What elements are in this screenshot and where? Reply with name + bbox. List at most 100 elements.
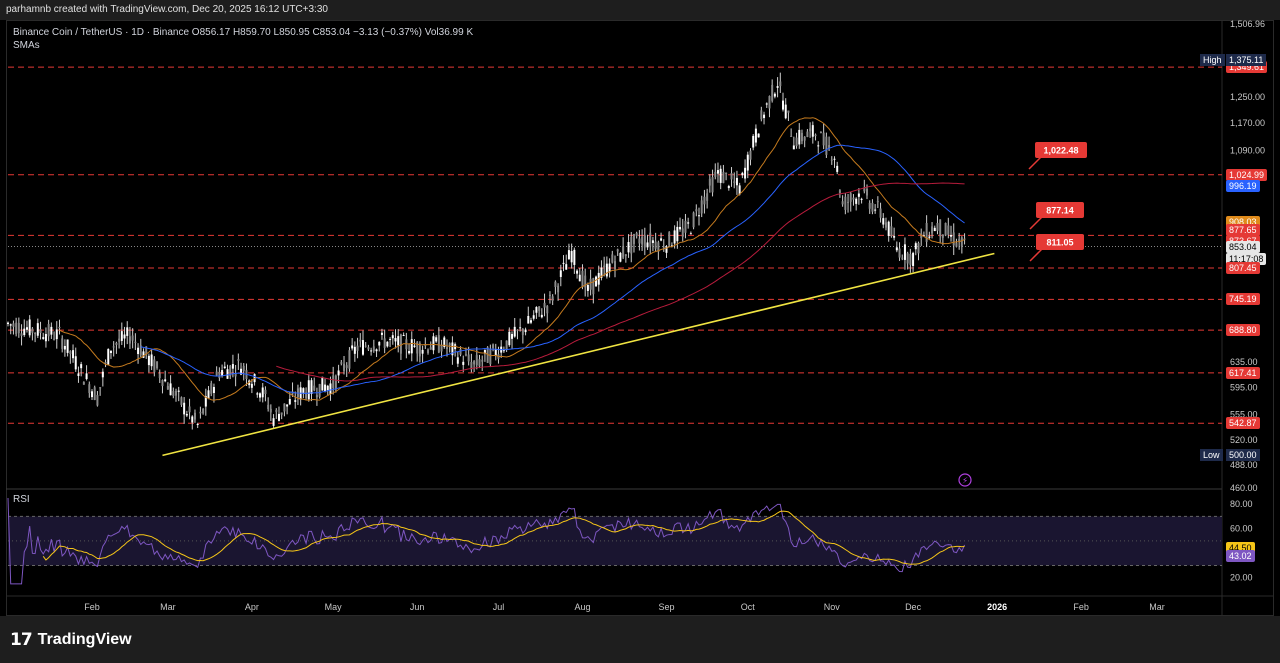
candle-body [288,399,291,405]
candle-body [749,150,752,160]
candle-body [716,170,719,174]
candle-body [614,261,616,270]
candle-body [901,257,904,259]
candle-body [223,366,226,369]
candle-body [879,208,882,218]
candle-body [294,400,297,402]
candle-body [792,145,795,150]
candle-body [131,335,134,341]
candle-body [61,338,64,349]
candle-body [847,201,850,203]
candle-body [538,306,541,311]
candle-body [576,270,579,274]
candle-body [329,383,332,395]
candle-body [375,349,378,352]
candle-body [421,349,424,354]
candle-body [74,356,77,370]
candle-body [581,270,584,288]
candle-body [489,349,492,365]
candle-body [744,167,747,179]
candle-body [684,220,687,233]
sma-indicator-label[interactable]: SMAs [13,40,40,51]
candle-body [172,390,175,396]
lightning-event-icon [958,473,972,487]
candle-body [557,285,560,293]
candle-body [31,328,34,333]
candle-body [277,413,280,421]
candle-body [234,373,237,377]
candle-body [822,132,825,146]
attribution-bar: parhamnb created with TradingView.com, D… [0,0,1280,20]
time-axis-label: Jun [410,602,425,612]
candle-body [250,383,253,388]
candle-body [435,337,438,342]
candle-body [137,347,140,355]
candle-body [654,241,657,249]
candle-body [221,370,224,376]
price-axis-tick: 1,090.00 [1230,146,1265,156]
candle-body [351,345,354,349]
candle-body [600,267,603,278]
candle-body [459,349,462,355]
rsi-band [8,516,1222,566]
candle-body [806,131,809,137]
candle-body [416,342,419,354]
candle-body [800,132,803,142]
candle-body [364,345,367,347]
candle-body [565,264,568,270]
candle-body [451,342,454,356]
callout-pointer [1029,248,1043,262]
high-label: High [1200,53,1225,66]
candle-body [803,136,806,141]
candle-body [50,326,53,335]
candle-body [825,136,828,155]
candle-body [391,335,394,339]
candle-body [367,347,370,350]
candle-body [20,333,23,336]
candle-body [638,238,641,244]
candle-body [714,171,717,177]
candle-body [784,104,787,119]
candle-body [313,385,316,391]
candle-body [492,344,495,349]
candle-body [595,276,598,287]
candle-body [161,380,164,387]
candle-body [741,172,744,176]
price-axis-tick: 635.00 [1230,357,1258,367]
candle-body [204,395,207,407]
candle-body [527,315,530,324]
candle-body [120,331,123,341]
candle-body [844,196,847,210]
candle-body [91,391,94,398]
candle-body [437,335,440,353]
candle-body [760,110,763,120]
symbol-title[interactable]: Binance Coin / TetherUS · 1D · Binance [13,27,190,38]
candle-body [150,354,153,367]
price-chart[interactable]: 1,022.48 877.14 811.05 ⚡ Feb Mar Apr May Jun Jul A… [0,0,1280,616]
candle-body [798,129,801,145]
candle-body [96,394,99,406]
candle-body [315,394,318,398]
candle-body [849,193,852,202]
tradingview-logo[interactable]: 17 TradingView [10,630,132,650]
candle-body [532,315,535,319]
candle-body [88,384,91,393]
time-axis-label: Dec [905,602,922,612]
candle-body [871,202,874,212]
rsi-ma-line [42,510,965,565]
rsi-indicator-label[interactable]: RSI [13,494,30,505]
candle-body [543,302,546,308]
candle-body [643,235,646,248]
candle-body [115,342,118,346]
candle-body [578,274,581,282]
candle-body [698,215,701,217]
candle-body [361,340,364,355]
candle-body [443,337,446,347]
candle-body [473,361,476,365]
price-axis-tick: 488.00 [1230,460,1258,470]
candle-body [483,349,486,354]
time-axis-label: Oct [741,602,756,612]
price-axis-tick: 520.00 [1230,435,1258,445]
time-axis-label: Mar [160,602,176,612]
candle-body [776,86,779,88]
